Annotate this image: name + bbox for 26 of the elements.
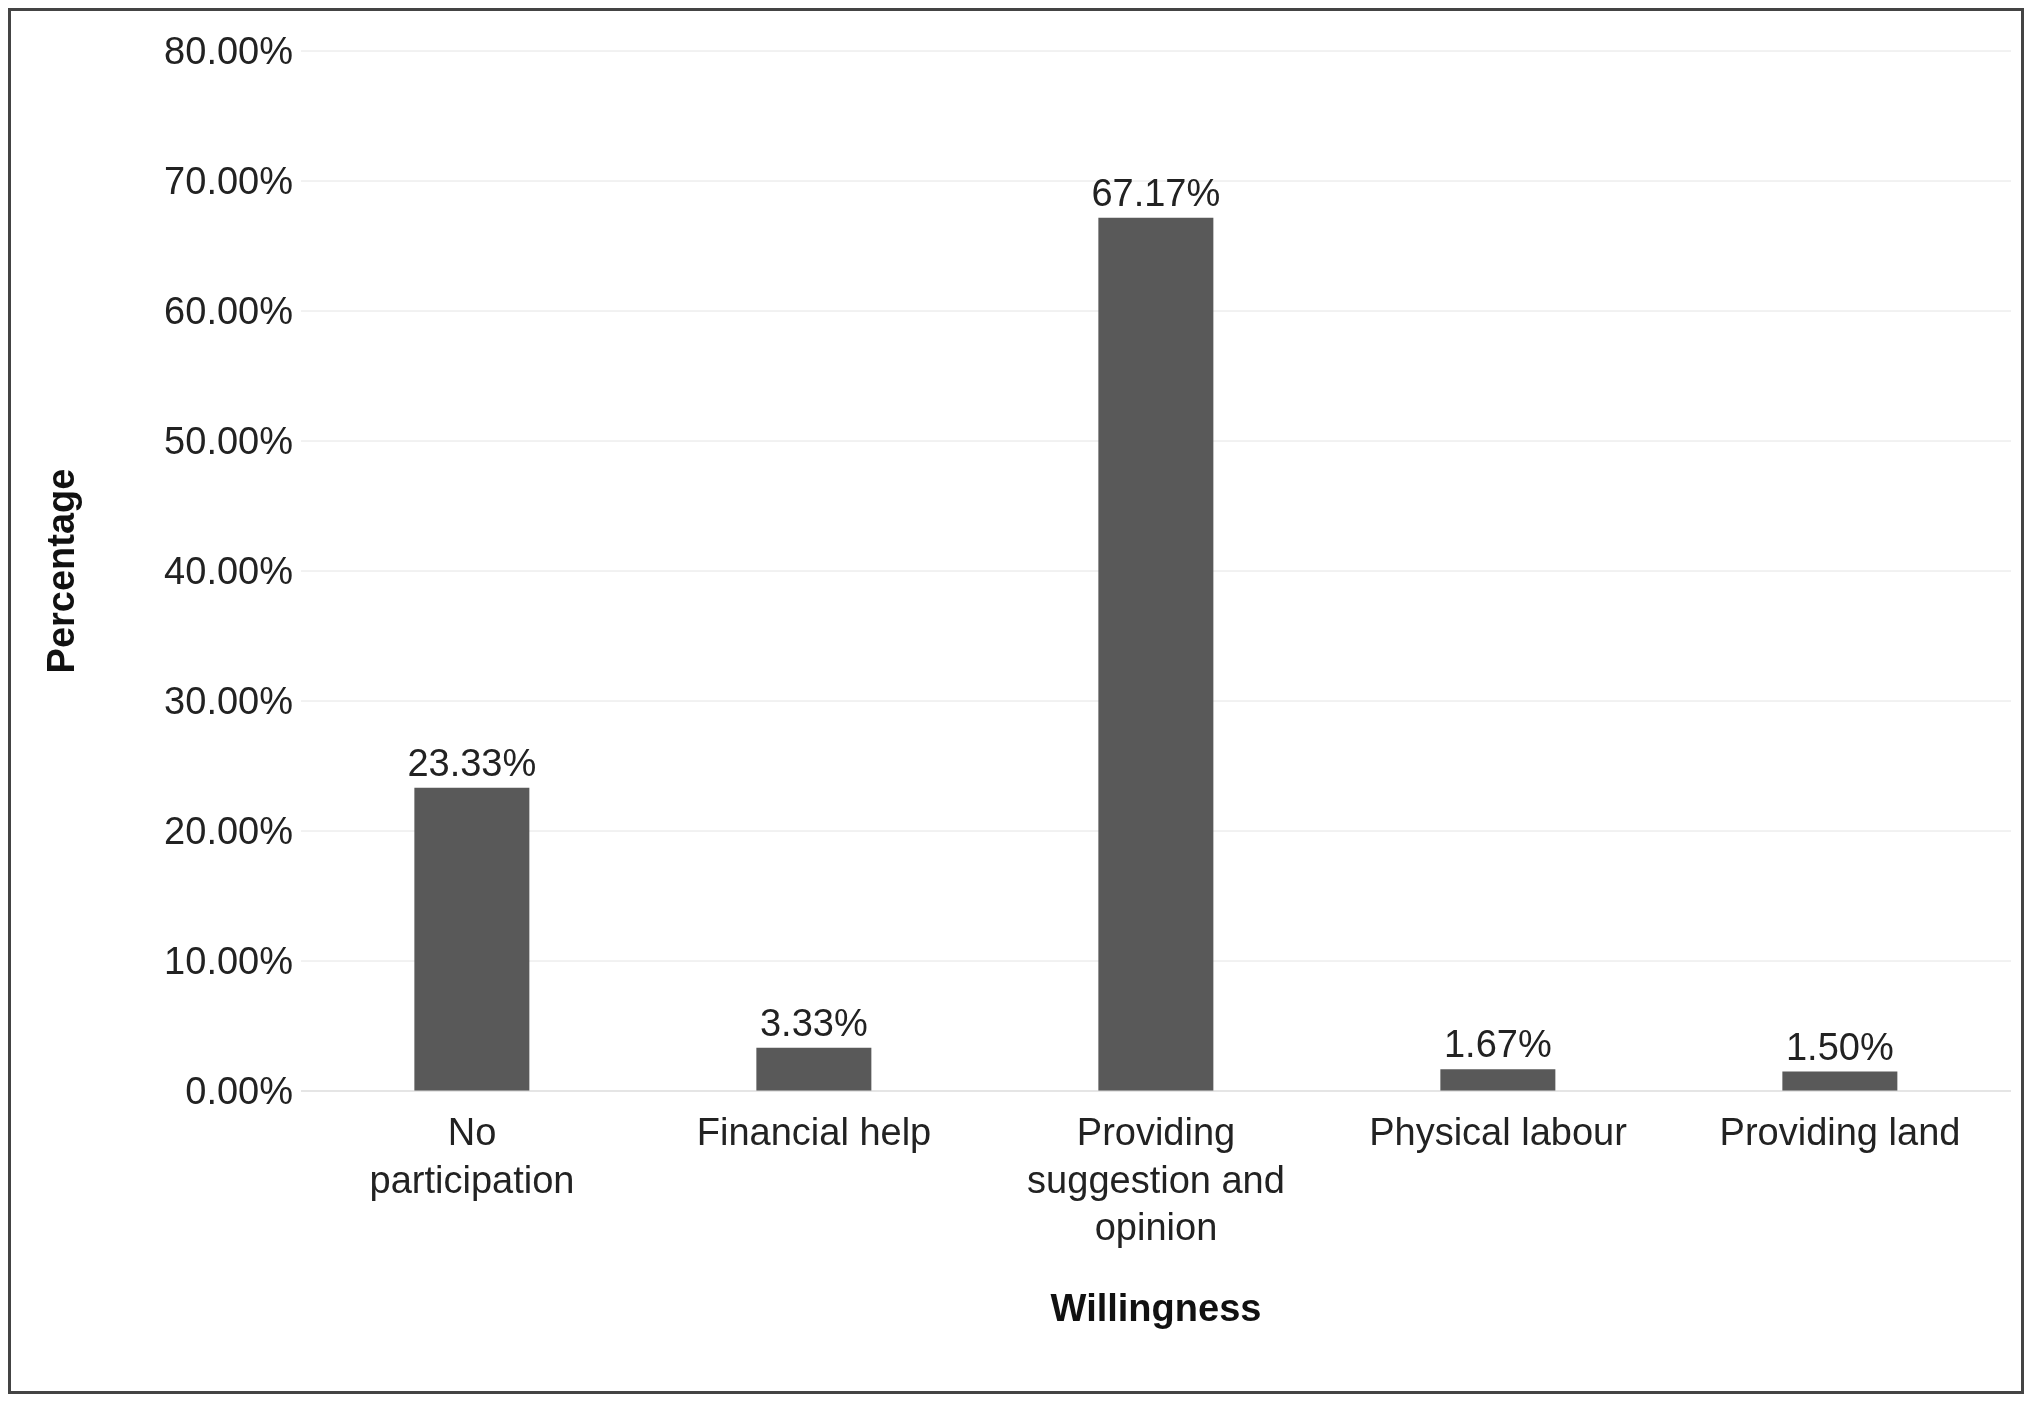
- y-tick-label: 0.00%: [185, 1070, 293, 1113]
- x-axis-title: Willingness: [1050, 1287, 1262, 1329]
- x-tick-label: Providing suggestion and opinion: [1027, 1111, 1285, 1248]
- x-tick-label: No participation: [369, 1111, 575, 1201]
- x-tick-label: Financial help: [696, 1111, 932, 1153]
- bar: [414, 787, 530, 1091]
- y-tick-label: 60.00%: [164, 290, 293, 333]
- y-tick-label: 80.00%: [164, 30, 293, 73]
- data-label: 1.67%: [1443, 1023, 1552, 1066]
- data-label: 23.33%: [407, 741, 537, 784]
- y-tick-label: 40.00%: [164, 550, 293, 593]
- y-axis-title: Percentage: [40, 468, 83, 674]
- y-tick-label: 10.00%: [164, 940, 293, 983]
- bar: [1098, 217, 1214, 1091]
- data-label: 67.17%: [1091, 171, 1221, 214]
- x-tick-label: Physical labour: [1369, 1111, 1628, 1153]
- bar: [1782, 1071, 1898, 1091]
- y-tick-label: 70.00%: [164, 160, 293, 203]
- y-tick-label: 20.00%: [164, 810, 293, 853]
- bar: [756, 1047, 872, 1091]
- bar: [1440, 1069, 1556, 1091]
- y-tick-label: 30.00%: [164, 680, 293, 723]
- y-tick-label: 50.00%: [164, 420, 293, 463]
- x-tick-label: Providing land: [1719, 1111, 1961, 1153]
- data-label: 3.33%: [759, 1001, 868, 1044]
- data-label: 1.50%: [1785, 1025, 1894, 1068]
